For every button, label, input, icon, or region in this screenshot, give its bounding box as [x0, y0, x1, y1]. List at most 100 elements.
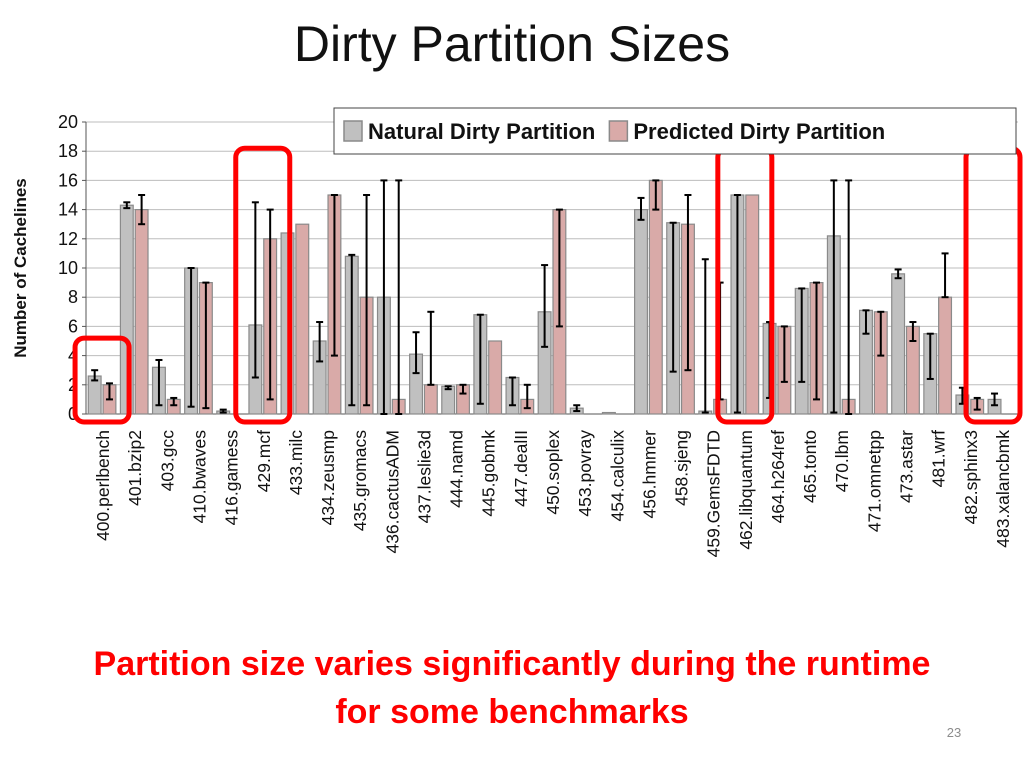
x-tick-label: 403.gcc [157, 430, 177, 492]
error-bar [508, 376, 516, 407]
error-bar [91, 369, 99, 382]
x-tick-label: 447.dealII [511, 430, 531, 507]
x-tick-label: 462.libquantum [736, 430, 756, 550]
error-bar [652, 179, 660, 211]
legend-label-natural: Natural Dirty Partition [368, 119, 595, 144]
error-bar [862, 309, 870, 335]
error-bar [459, 383, 467, 395]
error-bar [973, 396, 981, 411]
error-bar [412, 331, 420, 375]
error-bar [830, 179, 838, 414]
x-tick-label: 436.cactusADM [382, 430, 402, 554]
bar-predicted-401.bzip2 [134, 209, 149, 415]
y-tick-label: 12 [58, 229, 78, 249]
error-bar [363, 194, 371, 407]
bar-natural-400.perlbench [87, 375, 102, 415]
error-bar [813, 281, 821, 401]
y-tick-label: 6 [68, 316, 78, 336]
error-bar [170, 396, 178, 407]
x-axis-labels: 400.perlbench 401.bzip2 403.gcc 410.bwaves 4… [93, 430, 1013, 558]
legend-box [333, 107, 1017, 155]
error-bar [541, 264, 549, 348]
slide-title: Dirty Partition Sizes [293, 16, 731, 72]
y-tick-label: 20 [58, 112, 78, 132]
bar-predicted-445.gobmk [488, 340, 503, 415]
x-tick-label: 434.zeusmp [318, 430, 338, 525]
error-bar [909, 321, 917, 342]
x-tick-label: 483.xalancbmk [993, 430, 1013, 548]
error-bar [348, 253, 356, 407]
x-tick-label: 450.soplex [543, 430, 563, 515]
bar-predicted-481.wrf [938, 296, 953, 415]
x-tick-label: 400.perlbench [93, 430, 113, 541]
error-bar [684, 194, 692, 372]
bar-natural-444.namd [441, 385, 456, 415]
x-tick-label: 470.lbm [832, 430, 852, 492]
error-bar [251, 201, 259, 379]
error-bar [555, 208, 563, 328]
highlight-box-429.mcf [233, 145, 293, 425]
caption-line-2: for some benchmarks [335, 693, 689, 731]
error-bar [894, 268, 902, 280]
x-tick-label: 410.bwaves [189, 430, 209, 524]
y-tick-label: 8 [68, 287, 78, 307]
x-tick-label: 471.omnetpp [864, 430, 884, 532]
x-tick-label: 482.sphinx3 [961, 430, 981, 524]
bar-natural-454.calculix [601, 411, 616, 415]
x-tick-label: 453.povray [575, 430, 595, 517]
error-bar [123, 201, 131, 210]
page-number: 23 [946, 725, 962, 740]
x-tick-label: 458.sjeng [672, 430, 692, 506]
x-tick-label: 456.hmmer [639, 430, 659, 519]
slide-caption: Partition size varies significantly duri… [0, 640, 1024, 736]
error-bar [926, 332, 934, 380]
highlight-box-400.perlbench [72, 335, 132, 425]
error-bar [941, 252, 949, 299]
x-tick-label: 401.bzip2 [125, 430, 145, 506]
y-tick-label: 10 [58, 258, 78, 278]
bar-predicted-456.hmmer [648, 179, 663, 415]
chart-legend: Natural Dirty Partition Predicted Dirty P… [333, 107, 1017, 155]
y-axis-title: Number of Cachelines [11, 178, 30, 358]
error-bar [780, 325, 788, 383]
bar-natural-473.astar [891, 273, 906, 415]
error-bar [155, 358, 163, 407]
x-tick-label: 416.gamess [222, 430, 242, 526]
legend-label-predicted: Predicted Dirty Partition [633, 119, 885, 144]
error-bar [877, 310, 885, 357]
x-tick-label: 465.tonto [800, 430, 820, 503]
bar-natural-456.hmmer [634, 209, 649, 415]
error-bar [380, 179, 388, 415]
error-bar [187, 267, 195, 408]
x-tick-label: 445.gobmk [479, 430, 499, 517]
error-bar [798, 287, 806, 383]
error-bar [138, 194, 146, 226]
x-tick-label: 481.wrf [929, 430, 949, 488]
error-bar [427, 310, 435, 386]
error-bar [476, 313, 484, 405]
error-bar [573, 404, 581, 413]
x-tick-label: 437.leslie3d [414, 430, 434, 523]
x-tick-label: 429.mcf [254, 430, 274, 492]
error-bar [266, 208, 274, 401]
error-bar [219, 408, 227, 414]
error-bar [991, 392, 999, 407]
x-tick-label: 435.gromacs [350, 430, 370, 531]
x-tick-label: 473.astar [897, 430, 917, 503]
error-bar [637, 196, 645, 221]
x-tick-label: 459.GemsFDTD [704, 430, 724, 557]
x-tick-label: 433.milc [286, 430, 306, 495]
y-tick-label: 18 [58, 141, 78, 161]
highlight-box-483.xalancbmk [963, 145, 1023, 425]
error-bar [523, 383, 531, 410]
error-bar [395, 179, 403, 415]
error-bar [669, 221, 677, 373]
error-bar [316, 321, 324, 363]
y-tick-label: 14 [58, 200, 78, 220]
x-tick-label: 444.namd [447, 430, 467, 508]
x-tick-label: 454.calculix [607, 430, 627, 522]
bar-predicted-462.libquantum [745, 194, 760, 415]
error-bar [701, 258, 709, 414]
caption-line-1: Partition size varies significantly duri… [93, 645, 931, 683]
